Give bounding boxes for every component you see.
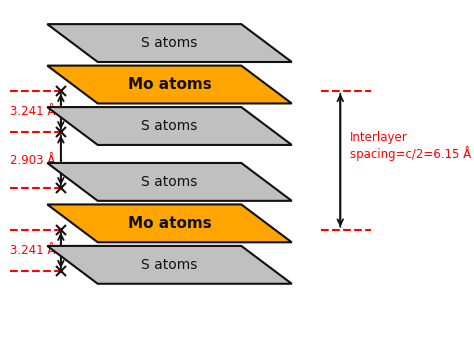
Text: 2.903 Å: 2.903 Å (9, 154, 55, 167)
Text: Mo atoms: Mo atoms (128, 77, 211, 92)
Text: S atoms: S atoms (141, 258, 198, 272)
Polygon shape (47, 24, 292, 62)
Text: 3.241 Å: 3.241 Å (9, 105, 55, 118)
Polygon shape (47, 107, 292, 145)
Polygon shape (47, 246, 292, 284)
Polygon shape (47, 205, 292, 242)
Text: Mo atoms: Mo atoms (128, 216, 211, 231)
Text: 3.241 Å: 3.241 Å (9, 244, 55, 257)
Polygon shape (47, 66, 292, 104)
Text: Interlayer
spacing=c/2=6.15 Å: Interlayer spacing=c/2=6.15 Å (350, 131, 471, 161)
Text: S atoms: S atoms (141, 119, 198, 133)
Text: S atoms: S atoms (141, 175, 198, 189)
Text: S atoms: S atoms (141, 36, 198, 50)
Polygon shape (47, 163, 292, 201)
